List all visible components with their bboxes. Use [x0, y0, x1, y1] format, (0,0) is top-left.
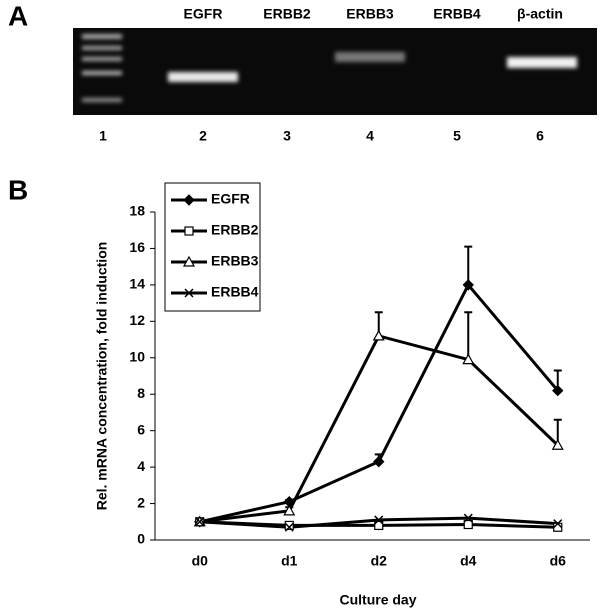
- y-tick-label: 2: [137, 494, 145, 510]
- y-tick-label: 16: [129, 239, 145, 255]
- lane-label: EGFR: [184, 6, 223, 22]
- data-point: [284, 522, 294, 532]
- lane-number: 5: [453, 128, 461, 144]
- data-point: [283, 504, 296, 516]
- x-tick-label: d6: [550, 553, 567, 569]
- lane-number: 4: [366, 128, 374, 144]
- error-bar: [464, 245, 473, 285]
- data-point: [463, 519, 473, 530]
- data-point: [284, 520, 294, 531]
- panel-label: B: [8, 174, 28, 205]
- panel-label: A: [8, 0, 28, 31]
- lane-number: 2: [199, 128, 207, 144]
- lane-label: ERBB3: [346, 6, 394, 22]
- lane-label: β-actin: [517, 6, 563, 22]
- legend-marker: [183, 194, 195, 206]
- legend-box: [164, 182, 261, 312]
- legend-label: ERBB4: [211, 284, 259, 300]
- data-point: [463, 513, 473, 523]
- y-tick-label: 8: [137, 385, 145, 401]
- data-point: [374, 515, 384, 525]
- data-point: [551, 439, 564, 450]
- lane-label: ERBB2: [263, 6, 311, 22]
- x-axis-label: Culture day: [339, 592, 416, 608]
- series-line: [199, 334, 559, 524]
- y-tick-label: 4: [137, 458, 145, 474]
- error-bar: [464, 311, 473, 360]
- legend-label: EGFR: [211, 191, 250, 207]
- legend-marker: [184, 226, 194, 236]
- legend-marker: [184, 288, 194, 298]
- x-tick-label: d0: [192, 553, 209, 569]
- legend-label: ERBB2: [211, 222, 259, 238]
- lane-number: 3: [283, 128, 291, 144]
- y-tick-label: 0: [137, 531, 145, 547]
- lane-number: 6: [536, 128, 544, 144]
- y-axis-label: Rel. mRNA concentration, fold induction: [94, 242, 110, 511]
- data-point: [462, 279, 474, 291]
- y-tick-label: 18: [129, 203, 145, 219]
- data-point: [553, 519, 563, 529]
- y-tick-label: 6: [137, 421, 145, 437]
- data-point: [462, 353, 475, 365]
- legend-marker: [182, 255, 196, 267]
- legend-label: ERBB3: [211, 253, 259, 269]
- y-tick-label: 12: [129, 312, 145, 328]
- data-point: [374, 520, 384, 531]
- x-tick-label: d1: [281, 553, 298, 569]
- data-point: [195, 517, 205, 527]
- lane-number: 1: [99, 128, 107, 144]
- data-point: [552, 384, 564, 397]
- data-point: [373, 455, 385, 468]
- x-tick-label: d2: [371, 553, 388, 569]
- data-point: [372, 329, 385, 341]
- x-tick-label: d4: [460, 553, 477, 569]
- y-tick-label: 10: [129, 348, 145, 364]
- gel-image: [73, 28, 597, 115]
- y-tick-label: 14: [129, 276, 145, 292]
- lane-label: ERBB4: [433, 6, 481, 22]
